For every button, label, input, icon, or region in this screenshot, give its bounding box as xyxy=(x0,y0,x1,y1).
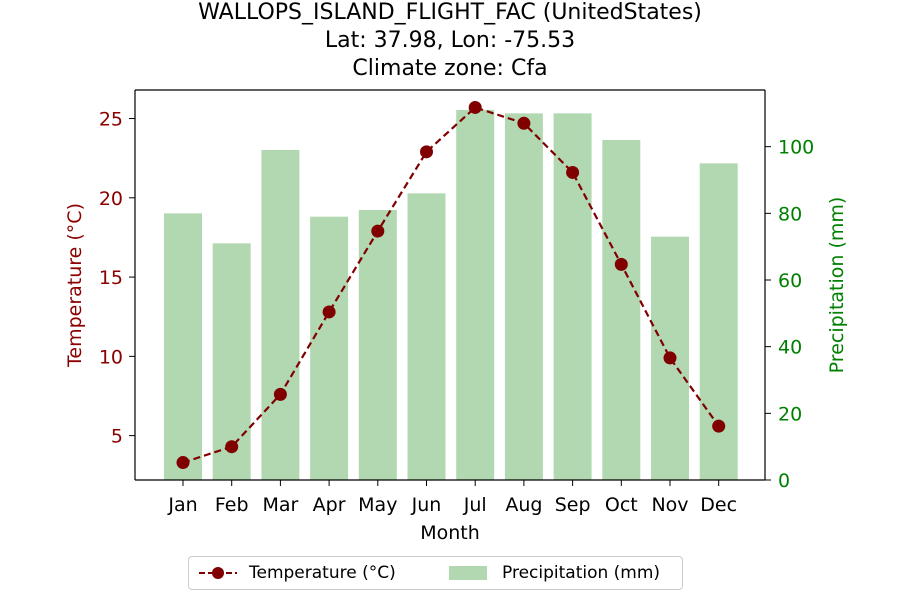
x-tick-label-feb: Feb xyxy=(215,494,249,516)
y-axis-left-label: Temperature (°C) xyxy=(64,203,86,368)
temperature-point-may xyxy=(371,224,385,238)
y-axis-right-label: Precipitation (mm) xyxy=(826,197,848,374)
temperature-point-apr xyxy=(322,305,336,319)
x-tick-label-jun: Jun xyxy=(411,494,442,516)
chart-legend: Temperature (°C) Precipitation (mm) xyxy=(188,556,683,590)
y-left-tick-label-10: 10 xyxy=(99,346,123,368)
y-right-tick-label-100: 100 xyxy=(778,137,814,159)
chart-title-line-1: WALLOPS_ISLAND_FLIGHT_FAC (UnitedStates) xyxy=(198,0,702,25)
y-left-tick-label-20: 20 xyxy=(99,188,123,210)
legend-precipitation-label: Precipitation (mm) xyxy=(502,563,661,583)
temperature-point-dec xyxy=(712,419,726,433)
x-tick-label-apr: Apr xyxy=(313,494,346,516)
y-left-tick-label-15: 15 xyxy=(99,267,123,289)
precipitation-bar-apr xyxy=(310,216,349,480)
x-tick-label-mar: Mar xyxy=(262,494,298,516)
chart-title-line-3: Climate zone: Cfa xyxy=(352,56,548,81)
chart-title-line-2: Lat: 37.98, Lon: -75.53 xyxy=(324,28,576,53)
temperature-point-oct xyxy=(614,257,628,271)
temperature-point-nov xyxy=(663,351,677,365)
temperature-point-jul xyxy=(468,100,482,114)
temperature-point-sep xyxy=(566,165,580,179)
temperature-line xyxy=(182,106,720,464)
y-left-tick-label-5: 5 xyxy=(111,426,123,448)
x-tick-label-nov: Nov xyxy=(651,494,688,516)
precipitation-bar-jun xyxy=(407,193,446,481)
precipitation-bar-jan xyxy=(164,213,202,481)
temperature-point-aug xyxy=(517,116,531,130)
y-right-tick-label-80: 80 xyxy=(778,203,802,225)
x-tick-label-sep: Sep xyxy=(555,494,591,516)
precipitation-bar-oct xyxy=(602,140,641,480)
precipitation-bar-mar xyxy=(261,150,300,480)
precipitation-bar-may xyxy=(358,210,397,480)
x-tick-label-dec: Dec xyxy=(700,494,737,516)
legend-temperature-symbol xyxy=(199,567,237,579)
temperature-point-feb xyxy=(225,440,239,454)
temperature-point-mar xyxy=(273,387,287,401)
x-tick-label-jul: Jul xyxy=(463,494,487,516)
y-right-tick-label-0: 0 xyxy=(778,470,790,492)
y-right-tick-label-60: 60 xyxy=(778,270,802,292)
x-tick-label-may: May xyxy=(358,494,397,516)
legend-temperature-label: Temperature (°C) xyxy=(249,563,396,583)
y-right-tick-label-40: 40 xyxy=(778,337,802,359)
x-axis-label: Month xyxy=(420,522,480,544)
temperature-point-jun xyxy=(420,145,433,159)
y-right-tick-label-20: 20 xyxy=(778,403,802,425)
legend-precipitation-symbol xyxy=(449,566,487,580)
y-left-tick-label-25: 25 xyxy=(99,109,123,131)
precipitation-bar-aug xyxy=(504,113,543,480)
x-tick-label-aug: Aug xyxy=(505,494,542,516)
x-tick-label-oct: Oct xyxy=(605,494,638,516)
x-tick-label-jan: Jan xyxy=(167,494,197,516)
precipitation-bar-jul xyxy=(456,110,495,480)
temperature-point-jan xyxy=(176,456,190,470)
